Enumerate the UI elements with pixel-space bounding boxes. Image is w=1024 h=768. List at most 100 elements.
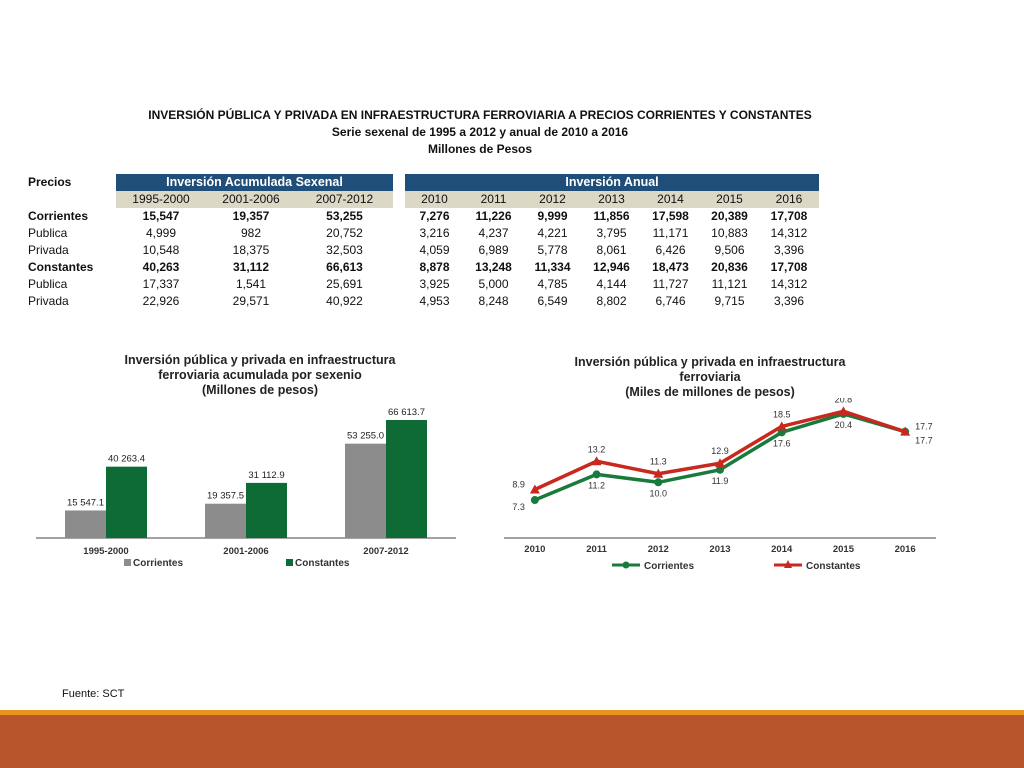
x-tick-label: 2015 bbox=[833, 544, 855, 555]
table-cell: 8,802 bbox=[596, 294, 627, 308]
x-tick-label: 2013 bbox=[709, 544, 730, 555]
data-label: 11.2 bbox=[588, 480, 605, 490]
data-label: 66 613.7 bbox=[388, 407, 425, 418]
table-row: Constantes 40,263 31,112 66,613 8,878 13,248 1… bbox=[28, 259, 819, 276]
data-label: 13.2 bbox=[588, 444, 606, 454]
legend-label: Corrientes bbox=[644, 561, 694, 572]
year-header: 2012 bbox=[523, 191, 582, 208]
year-header: 2011 bbox=[464, 191, 523, 208]
table-cell: 17,598 bbox=[652, 209, 689, 223]
table-cell: 22,926 bbox=[142, 294, 180, 308]
bar-constantes bbox=[246, 482, 287, 538]
table-cell: 40,263 bbox=[142, 260, 180, 274]
bar-constantes bbox=[386, 419, 427, 538]
data-label: 31 112.9 bbox=[248, 470, 284, 481]
table-gap bbox=[393, 174, 405, 191]
row-label: Publica bbox=[28, 277, 68, 291]
bar-corrientes bbox=[205, 503, 246, 538]
point-constantes bbox=[715, 458, 725, 468]
data-label: 17.6 bbox=[773, 438, 791, 448]
table-cell: 11,334 bbox=[534, 260, 571, 274]
source-note: Fuente: SCT bbox=[62, 688, 125, 700]
data-label: 12.9 bbox=[711, 446, 729, 456]
data-label: 53 255.0 bbox=[347, 431, 384, 442]
data-label: 18.5 bbox=[773, 409, 791, 419]
table-cell: 4,237 bbox=[478, 226, 509, 240]
table-body: Corrientes 15,547 19,357 53,255 7,276 11,226 9… bbox=[28, 208, 819, 310]
x-tick-label: 2016 bbox=[895, 544, 916, 555]
bar-constantes bbox=[106, 466, 147, 538]
table-cell: 8,061 bbox=[596, 243, 627, 257]
table-cell: 3,396 bbox=[773, 294, 805, 308]
row-label: Privada bbox=[28, 294, 69, 308]
point-constantes bbox=[591, 456, 602, 466]
table-cell: 5,000 bbox=[478, 277, 509, 291]
table-cell: 3,396 bbox=[773, 243, 805, 257]
table-cell: 18,375 bbox=[232, 243, 270, 257]
table-cell: 29,571 bbox=[232, 294, 270, 308]
table-cell: 11,226 bbox=[475, 209, 512, 223]
data-label: 10.0 bbox=[650, 488, 668, 498]
point-corrientes bbox=[592, 470, 601, 479]
table-cell: 982 bbox=[240, 226, 262, 240]
x-tick-label: 2014 bbox=[771, 544, 793, 555]
table-cell: 5,778 bbox=[537, 243, 568, 257]
table-cell: 20,836 bbox=[711, 260, 748, 274]
table-gap bbox=[393, 276, 405, 293]
bar-chart-title-line: ferroviaria acumulada por sexenio bbox=[158, 368, 362, 382]
table-cell: 25,691 bbox=[326, 277, 363, 291]
table-cell: 6,426 bbox=[655, 243, 686, 257]
line-chart-title: Inversión pública y privada en infraestr… bbox=[510, 355, 910, 400]
data-label: 17.7 bbox=[915, 422, 933, 432]
table-cell: 8,248 bbox=[478, 294, 509, 308]
table-cell: 9,999 bbox=[537, 209, 568, 223]
data-label: 20.4 bbox=[835, 420, 853, 430]
bar-corrientes bbox=[65, 510, 106, 538]
year-header: 2016 bbox=[759, 191, 819, 208]
row-label: Corrientes bbox=[28, 209, 89, 223]
table-cell: 12,946 bbox=[593, 260, 630, 274]
table-cell: 6,989 bbox=[478, 243, 509, 257]
table-row: Publica 4,999 982 20,752 3,216 4,237 4,221 3,79… bbox=[28, 225, 819, 242]
table-cell: 31,112 bbox=[232, 260, 270, 274]
point-corrientes bbox=[654, 478, 663, 487]
table-cell: 9,715 bbox=[714, 294, 745, 308]
year-header: 2013 bbox=[582, 191, 641, 208]
row-label: Constantes bbox=[28, 260, 94, 274]
investment-table: Precios Inversión Acumulada Sexenal Inve… bbox=[28, 174, 819, 310]
group-header-sexenal: Inversión Acumulada Sexenal bbox=[116, 174, 393, 191]
table-row: Corrientes 15,547 19,357 53,255 7,276 11,226 9… bbox=[28, 208, 819, 225]
table-cell: 7,276 bbox=[419, 209, 450, 223]
main-units: Millones de Pesos bbox=[427, 142, 533, 156]
data-label: 20.8 bbox=[835, 398, 853, 404]
row-label: Privada bbox=[28, 243, 69, 257]
table-cell: 4,953 bbox=[419, 294, 450, 308]
table-gap bbox=[393, 259, 405, 276]
table-cell: 10,883 bbox=[711, 226, 748, 240]
data-label: 8.9 bbox=[512, 480, 525, 490]
data-label: 15 547.1 bbox=[67, 497, 104, 508]
row-label: Publica bbox=[28, 226, 68, 240]
point-constantes bbox=[653, 468, 664, 478]
year-header: 2010 bbox=[405, 191, 464, 208]
bar-chart-title-line: (Millones de pesos) bbox=[202, 383, 318, 397]
table-cell: 11,856 bbox=[593, 209, 630, 223]
point-constantes bbox=[529, 484, 540, 494]
table-cell: 4,221 bbox=[537, 226, 568, 240]
table-cell: 20,752 bbox=[326, 226, 363, 240]
bar-chart: 15 547.1 40 263.4 1995-2000 19 357.5 31 112.… bbox=[36, 407, 456, 569]
main-title: INVERSIÓN PÚBLICA Y PRIVADA EN INFRAESTR… bbox=[148, 108, 812, 122]
table-cell: 14,312 bbox=[770, 226, 808, 240]
point-corrientes bbox=[716, 465, 724, 474]
period-header: 1995-2000 bbox=[116, 191, 206, 208]
table-cell: 6,746 bbox=[655, 294, 686, 308]
table-cell: 4,999 bbox=[145, 226, 177, 240]
data-label: 7.3 bbox=[512, 502, 525, 512]
table-cell: 17,708 bbox=[770, 209, 808, 223]
table-cell: 11,121 bbox=[711, 277, 748, 291]
table-cell: 3,795 bbox=[596, 226, 627, 240]
line-chart: 2010 2011 2012 2013 2014 2015 2016 7.3 11.2 10.0 1… bbox=[504, 398, 936, 572]
table-cell: 17,337 bbox=[142, 277, 180, 291]
table-gap bbox=[393, 293, 405, 310]
table-gap bbox=[393, 208, 405, 225]
